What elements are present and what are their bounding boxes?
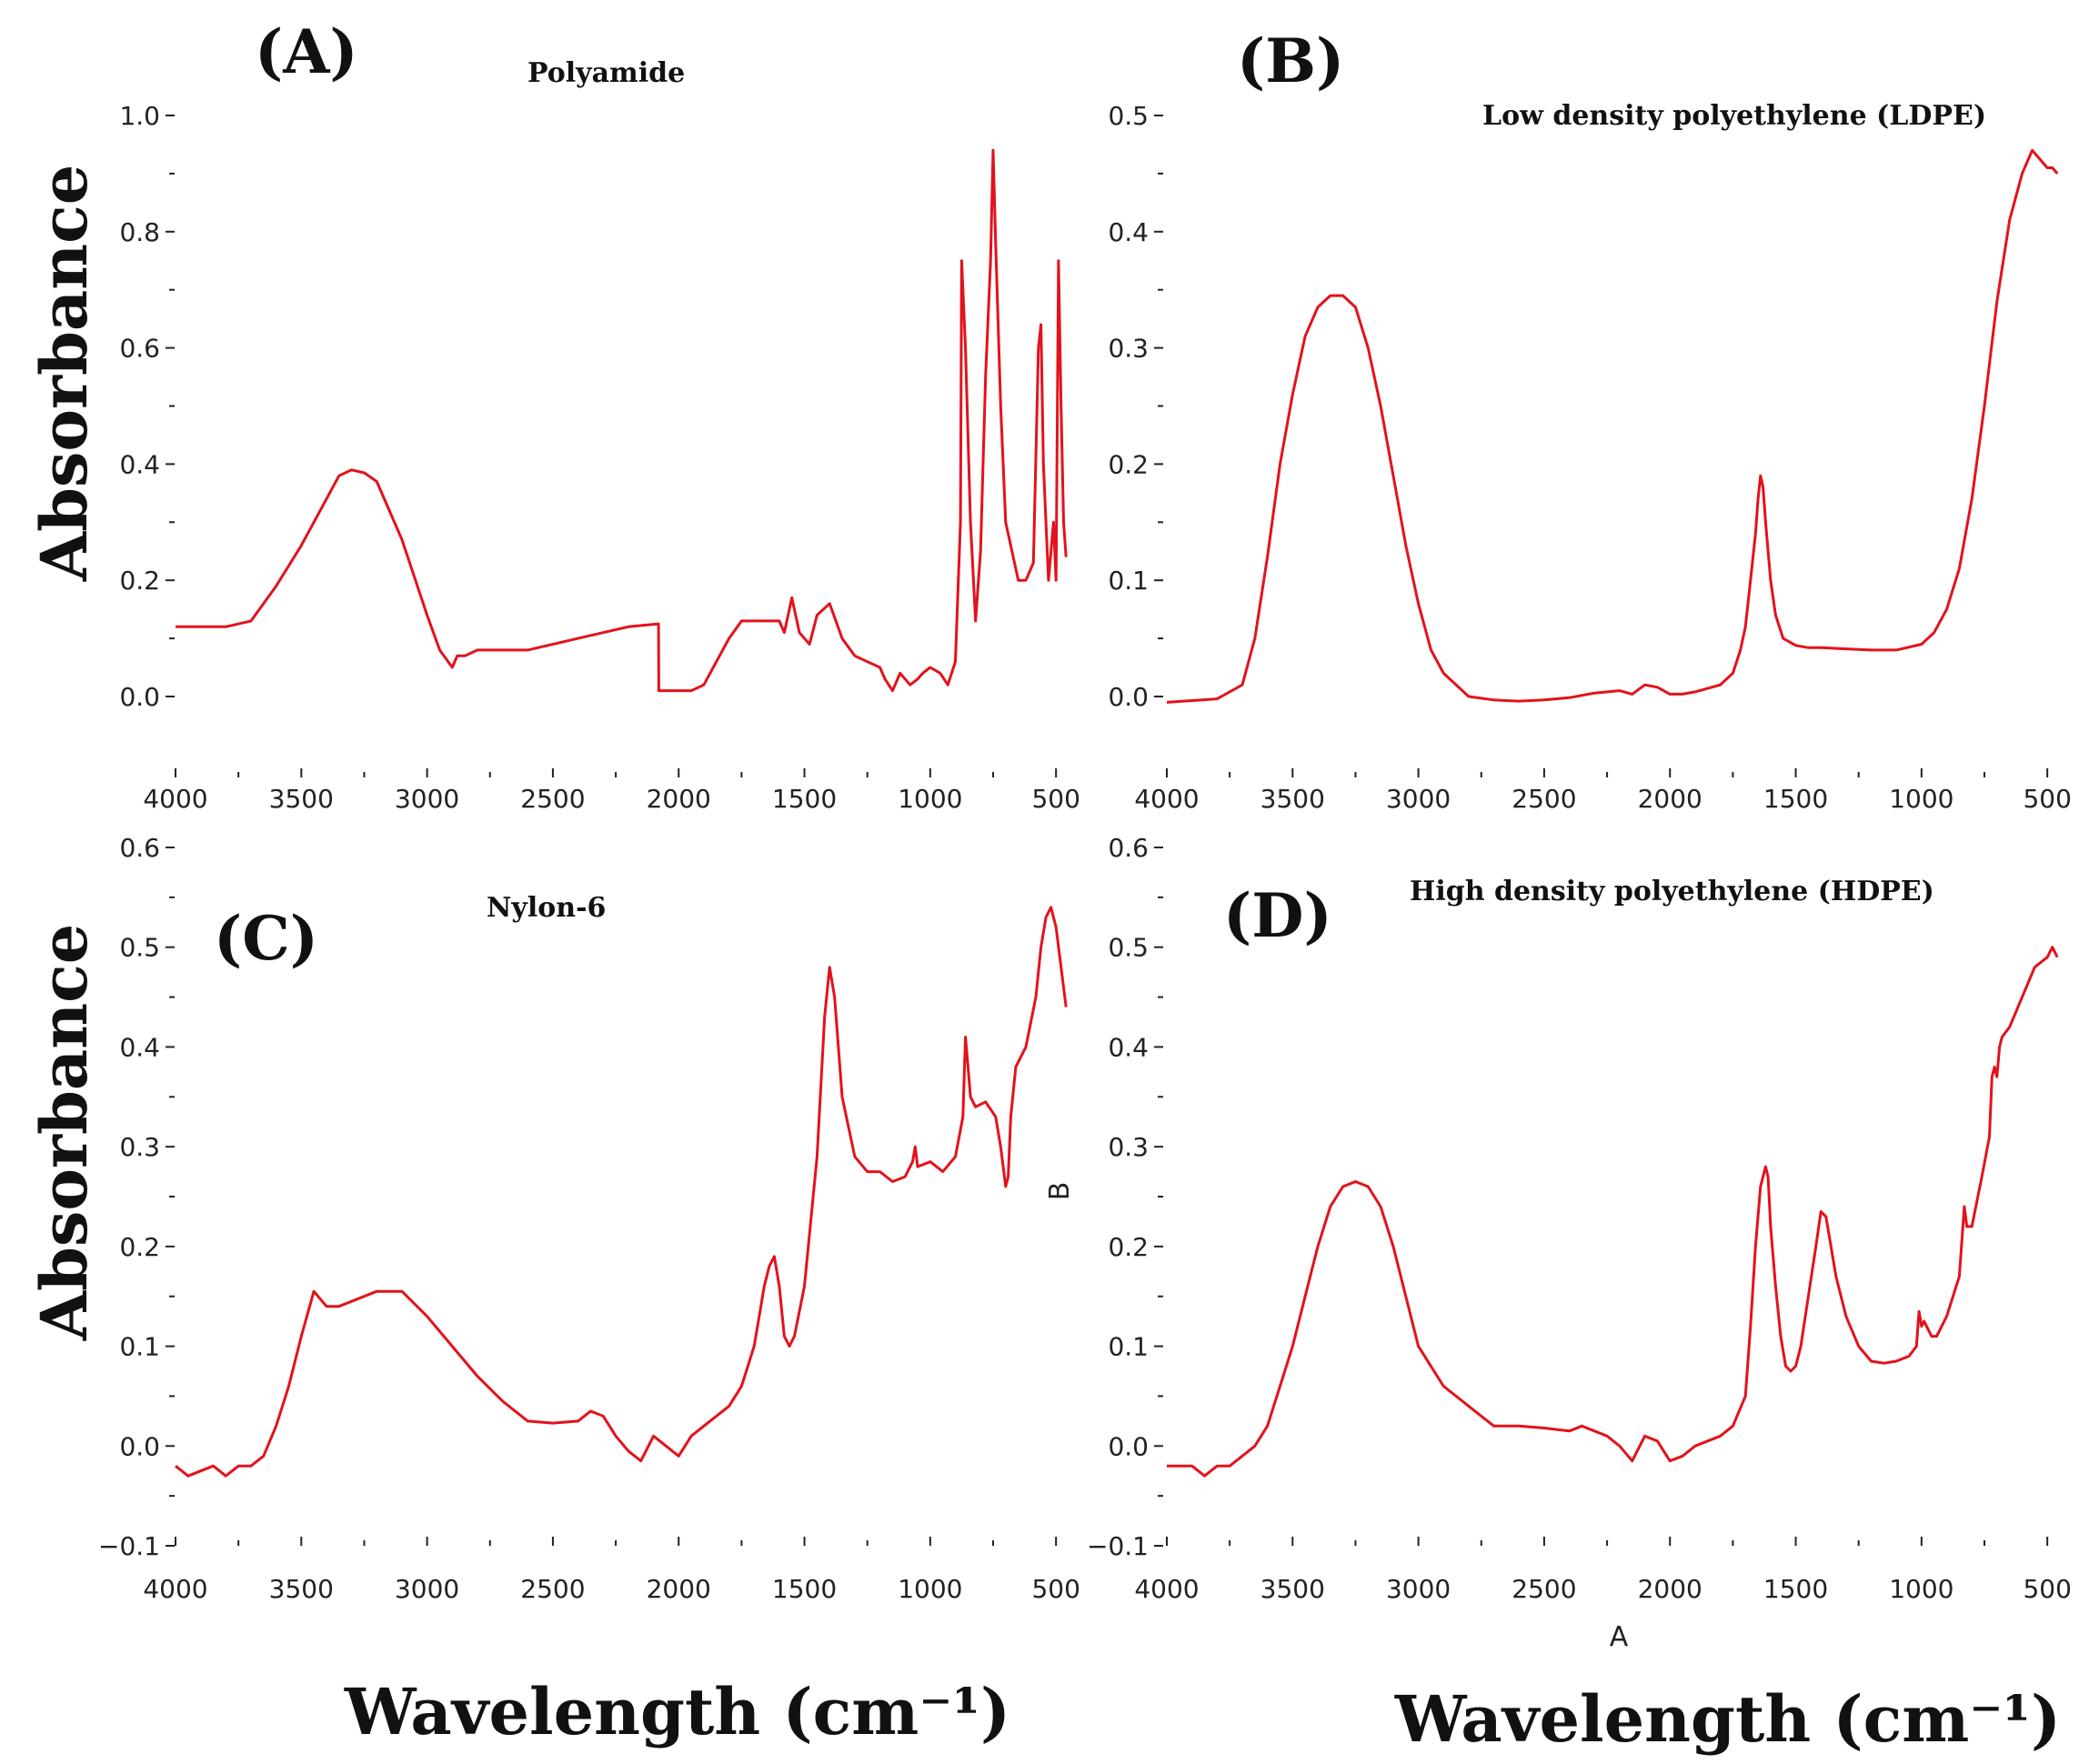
panel-d-x-ticks: 4000 3500 3000 2500 2000 1500 1000 500 bbox=[1134, 1537, 2072, 1604]
panel-c-y-tick-label: −0.1 bbox=[98, 1531, 160, 1561]
panel-c-y-tick-label: 0.2 bbox=[119, 1232, 160, 1262]
panel-d-y-tick-label: 0.0 bbox=[1108, 1431, 1149, 1461]
panel-d-y-tick-label: 0.6 bbox=[1108, 833, 1149, 863]
panel-d-y-tick-label: 0.4 bbox=[1108, 1032, 1149, 1062]
panel-b-x-tick-label: 1500 bbox=[1763, 784, 1828, 814]
panel-c-spectrum-line bbox=[175, 906, 1068, 1478]
panel-d-y-tick-label: 0.1 bbox=[1108, 1332, 1149, 1362]
x-axis-label-right: Wavelength (cm⁻¹) bbox=[1394, 1681, 2061, 1757]
panel-d-y-tick-label: 0.5 bbox=[1108, 933, 1149, 963]
panel-b-x-tick-label: 500 bbox=[2023, 784, 2071, 814]
panel-c-x-tick-label: 500 bbox=[1031, 1574, 1080, 1604]
panel-b-x-tick-label: 2000 bbox=[1638, 784, 1702, 814]
panel-a-letter: (A) bbox=[255, 16, 358, 87]
panel-d-letter: (D) bbox=[1223, 880, 1332, 951]
y-axis-label-bottom: Absorbance bbox=[26, 924, 102, 1342]
panel-c-x-tick-label: 2500 bbox=[520, 1574, 585, 1604]
panel-a-x-tick-label: 3500 bbox=[269, 784, 334, 814]
panel-b-title: Low density polyethylene (LDPE) bbox=[1482, 100, 1986, 132]
panel-c-y-tick-label: 0.0 bbox=[119, 1431, 160, 1461]
panel-a-y-ticks: 0.0 0.2 0.4 0.6 0.8 1.0 bbox=[119, 101, 175, 712]
panel-d-y-tick-label: 0.3 bbox=[1108, 1132, 1149, 1162]
panel-a-spectrum-line bbox=[176, 148, 1068, 693]
panel-d-x-tick-label: 2500 bbox=[1511, 1574, 1576, 1604]
panel-b-x-tick-label: 3000 bbox=[1386, 784, 1451, 814]
panel-a-y-tick-label: 0.4 bbox=[119, 449, 160, 479]
panel-b-y-tick-label: 0.4 bbox=[1108, 217, 1149, 247]
panel-b-letter: (B) bbox=[1237, 25, 1344, 96]
panel-c-y-tick-label: 0.1 bbox=[119, 1332, 160, 1362]
panel-b-y-tick-label: 0.5 bbox=[1108, 101, 1149, 131]
panel-c-y-ticks: −0.1 0.0 0.1 0.2 0.3 0.4 0.5 0.6 bbox=[98, 833, 175, 1561]
panel-d-y-ticks: −0.1 0.0 0.1 0.2 0.3 0.4 0.5 0.6 bbox=[1087, 833, 1163, 1561]
stray-y-label: B bbox=[1044, 1182, 1076, 1201]
panel-a-x-tick-label: 1000 bbox=[898, 784, 962, 814]
panel-a-x-tick-label: 4000 bbox=[143, 784, 207, 814]
panel-b-y-tick-label: 0.1 bbox=[1108, 566, 1149, 596]
panel-c-x-tick-label: 4000 bbox=[143, 1574, 207, 1604]
panel-d-spectrum-line bbox=[1167, 946, 2059, 1478]
panel-d-x-tick-label: 2000 bbox=[1638, 1574, 1702, 1604]
panel-c-x-tick-label: 2000 bbox=[647, 1574, 711, 1604]
panel-c-x-tick-label: 1000 bbox=[898, 1574, 962, 1604]
panel-a: 0.0 0.2 0.4 0.6 0.8 1.0 4000 3500 3000 2500 2000 1… bbox=[119, 16, 1080, 814]
panel-b-spectrum-line bbox=[1166, 148, 2059, 704]
panel-a-y-tick-label: 0.0 bbox=[119, 682, 160, 712]
panel-c-x-ticks: 4000 3500 3000 2500 2000 1500 1000 500 bbox=[143, 1537, 1080, 1604]
panel-b-x-tick-label: 1000 bbox=[1889, 784, 1953, 814]
panel-b-x-tick-label: 4000 bbox=[1134, 784, 1199, 814]
panel-d-title: High density polyethylene (HDPE) bbox=[1410, 876, 1934, 907]
y-axis-label-top: Absorbance bbox=[26, 165, 102, 583]
panel-d-x-tick-label: 3000 bbox=[1386, 1574, 1451, 1604]
panel-a-title: Polyamide bbox=[527, 57, 685, 89]
panel-c-x-tick-label: 3000 bbox=[395, 1574, 459, 1604]
panel-b-x-tick-label: 2500 bbox=[1511, 784, 1576, 814]
panel-d-y-tick-label: 0.2 bbox=[1108, 1232, 1149, 1262]
x-axis-label-left: Wavelength (cm⁻¹) bbox=[344, 1674, 1010, 1749]
panel-d-x-tick-label: 4000 bbox=[1134, 1574, 1199, 1604]
panel-c-letter: (C) bbox=[214, 903, 318, 974]
panel-d-x-tick-label: 3500 bbox=[1260, 1574, 1325, 1604]
panel-b-x-tick-label: 3500 bbox=[1260, 784, 1325, 814]
panel-b: 0.0 0.1 0.2 0.3 0.4 0.5 4000 3500 3000 2500 2000 1… bbox=[1108, 25, 2071, 814]
panel-b-y-tick-label: 0.3 bbox=[1108, 334, 1149, 364]
panel-d-x-tick-label: 500 bbox=[2023, 1574, 2071, 1604]
panel-a-y-tick-label: 1.0 bbox=[119, 101, 160, 131]
stray-x-label: A bbox=[1610, 1621, 1629, 1653]
panel-c-y-tick-label: 0.5 bbox=[119, 933, 160, 963]
panel-a-y-tick-label: 0.6 bbox=[119, 334, 160, 364]
panel-a-x-tick-label: 2000 bbox=[647, 784, 711, 814]
panel-b-x-ticks: 4000 3500 3000 2500 2000 1500 1000 500 bbox=[1134, 768, 2072, 814]
panel-d-x-tick-label: 1500 bbox=[1763, 1574, 1828, 1604]
panel-a-x-tick-label: 3000 bbox=[395, 784, 459, 814]
panel-c-y-tick-label: 0.4 bbox=[119, 1032, 160, 1062]
panel-b-y-tick-label: 0.0 bbox=[1108, 682, 1149, 712]
panel-c: −0.1 0.0 0.1 0.2 0.3 0.4 0.5 0.6 4000 3500 3000 25… bbox=[98, 833, 1080, 1604]
panel-b-y-tick-label: 0.2 bbox=[1108, 449, 1149, 479]
panel-c-y-tick-label: 0.3 bbox=[119, 1132, 160, 1162]
panel-d-y-tick-label: −0.1 bbox=[1087, 1531, 1149, 1561]
panel-d: −0.1 0.0 0.1 0.2 0.3 0.4 0.5 0.6 4000 3500 3000 25… bbox=[1087, 833, 2072, 1604]
panel-a-x-ticks: 4000 3500 3000 2500 2000 1500 1000 500 bbox=[143, 768, 1080, 814]
panel-c-x-tick-label: 1500 bbox=[772, 1574, 837, 1604]
panel-c-x-tick-label: 3500 bbox=[269, 1574, 334, 1604]
panel-b-y-ticks: 0.0 0.1 0.2 0.3 0.4 0.5 bbox=[1108, 101, 1163, 712]
panel-d-x-tick-label: 1000 bbox=[1889, 1574, 1953, 1604]
panel-a-x-tick-label: 1500 bbox=[772, 784, 837, 814]
panel-a-x-tick-label: 2500 bbox=[520, 784, 585, 814]
panel-c-y-tick-label: 0.6 bbox=[119, 833, 160, 863]
panel-a-y-tick-label: 0.2 bbox=[119, 566, 160, 596]
panel-c-title: Nylon-6 bbox=[487, 892, 606, 924]
panel-a-x-tick-label: 500 bbox=[1031, 784, 1080, 814]
panel-a-y-tick-label: 0.8 bbox=[119, 217, 160, 247]
